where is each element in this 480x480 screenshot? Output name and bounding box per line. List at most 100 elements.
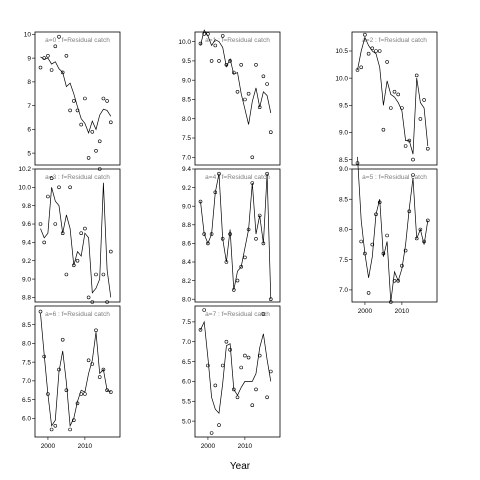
data-point	[370, 46, 375, 51]
data-point	[49, 427, 54, 432]
data-point	[403, 144, 408, 148]
x-tick-label: 2000	[41, 443, 56, 450]
data-point	[209, 232, 214, 236]
y-tick-label: 9.0	[22, 276, 31, 283]
panel-strip-label: a=5 : f=Residual catch	[362, 174, 427, 181]
y-tick-label: 7.5	[182, 135, 191, 142]
panel-border	[194, 168, 281, 303]
panels-group: a=0 : f=Residual catch 5 6 7 8 9 10 a=3 : f=Res…	[18, 29, 438, 450]
data-point	[49, 68, 54, 72]
data-point	[209, 431, 214, 435]
data-point	[198, 199, 203, 204]
data-point	[75, 401, 80, 406]
y-tick-label: 6.0	[22, 415, 31, 422]
data-point	[235, 278, 240, 283]
data-point	[75, 258, 80, 263]
data-point	[105, 99, 109, 103]
y-tick-label: 8.2	[182, 278, 191, 285]
data-point	[68, 108, 72, 113]
data-point	[57, 185, 61, 190]
data-point	[94, 328, 98, 333]
data-point	[370, 242, 375, 247]
data-point	[257, 353, 262, 358]
data-point	[407, 138, 412, 143]
y-tick-label: 10.2	[18, 166, 31, 173]
data-point	[228, 232, 232, 236]
data-point	[68, 185, 72, 190]
data-point	[57, 367, 61, 372]
data-point	[243, 97, 247, 102]
panel-border	[351, 31, 438, 166]
fitted-series-line	[200, 29, 272, 125]
y-tick-label: 9.5	[339, 102, 348, 109]
data-point	[64, 272, 69, 277]
panel-strip-label: a=3 : f=Residual catch	[45, 174, 110, 181]
data-point	[198, 327, 203, 332]
x-tick-label: 2010	[78, 443, 93, 450]
y-tick-label: 10.0	[335, 75, 348, 82]
data-point	[202, 308, 206, 312]
data-point	[377, 200, 382, 205]
data-point	[385, 60, 389, 64]
y-tick-label: 6.0	[182, 379, 191, 386]
data-point	[407, 209, 412, 214]
data-point	[64, 53, 69, 58]
data-point	[254, 387, 258, 392]
y-tick-label: 9.5	[182, 58, 191, 65]
data-point	[268, 130, 273, 134]
data-point	[46, 194, 50, 199]
data-point	[217, 423, 221, 427]
y-tick-label: 9.2	[22, 258, 31, 265]
y-tick-label: 8.0	[22, 341, 31, 348]
data-point	[366, 51, 371, 56]
data-point	[97, 139, 102, 144]
y-tick-label: 7.5	[22, 359, 31, 366]
data-point	[388, 106, 393, 110]
data-point	[268, 297, 273, 302]
data-point	[109, 120, 113, 125]
data-point	[90, 300, 95, 304]
data-point	[396, 278, 401, 283]
data-point	[396, 92, 401, 97]
data-point	[68, 427, 72, 432]
data-point	[392, 278, 397, 283]
y-tick-label: 8.0	[182, 296, 191, 303]
panel-strip-label: a=7 : f=Residual catch	[205, 311, 270, 318]
data-point	[265, 395, 269, 400]
data-point	[261, 74, 266, 79]
x-tick-label: 2000	[358, 308, 373, 315]
panel-a3: a=3 : f=Residual catch 8.8 9.0 9.2 9.4 9.6 9.8…	[18, 166, 121, 304]
data-point	[38, 222, 43, 226]
data-point	[60, 337, 65, 342]
data-point	[79, 122, 83, 127]
panel-a7: a=7 : f=Residual catch 5.0 5.5 6.0 6.5 7.0 7.5…	[182, 305, 281, 450]
data-point	[206, 32, 210, 36]
panel-a6: a=6 : f=Residual catch 6.0 6.5 7.0 7.5 8.0 8.5…	[22, 305, 121, 450]
data-point	[38, 309, 43, 314]
data-point	[217, 59, 221, 63]
data-point	[60, 231, 65, 235]
panel-a1: a=1 : f=Residual catch 7.0 7.5 8.0 8.5 9.0 9.5…	[178, 29, 281, 166]
panel-border	[194, 31, 281, 166]
data-point	[101, 272, 106, 277]
data-point	[239, 365, 243, 370]
panel-a5: a=5 : f=Residual catch 7.0 7.5 8.0 8.5 9.0 200…	[339, 156, 438, 315]
data-point	[254, 237, 258, 241]
data-point	[235, 90, 240, 94]
data-point	[359, 65, 364, 70]
data-point	[90, 362, 95, 366]
data-point	[46, 392, 50, 396]
data-point	[232, 387, 236, 392]
data-point	[198, 41, 203, 46]
y-tick-label: 9.0	[339, 130, 348, 137]
data-point	[232, 288, 236, 292]
data-point	[209, 59, 214, 63]
data-point	[257, 213, 262, 218]
panel-strip-label: a=6 : f=Residual catch	[45, 311, 110, 318]
data-point	[72, 99, 76, 103]
data-point	[109, 249, 113, 254]
data-point	[414, 73, 419, 78]
y-tick-label: 6.5	[182, 359, 191, 366]
data-point	[101, 96, 106, 101]
y-tick-label: 9.8	[22, 203, 31, 210]
